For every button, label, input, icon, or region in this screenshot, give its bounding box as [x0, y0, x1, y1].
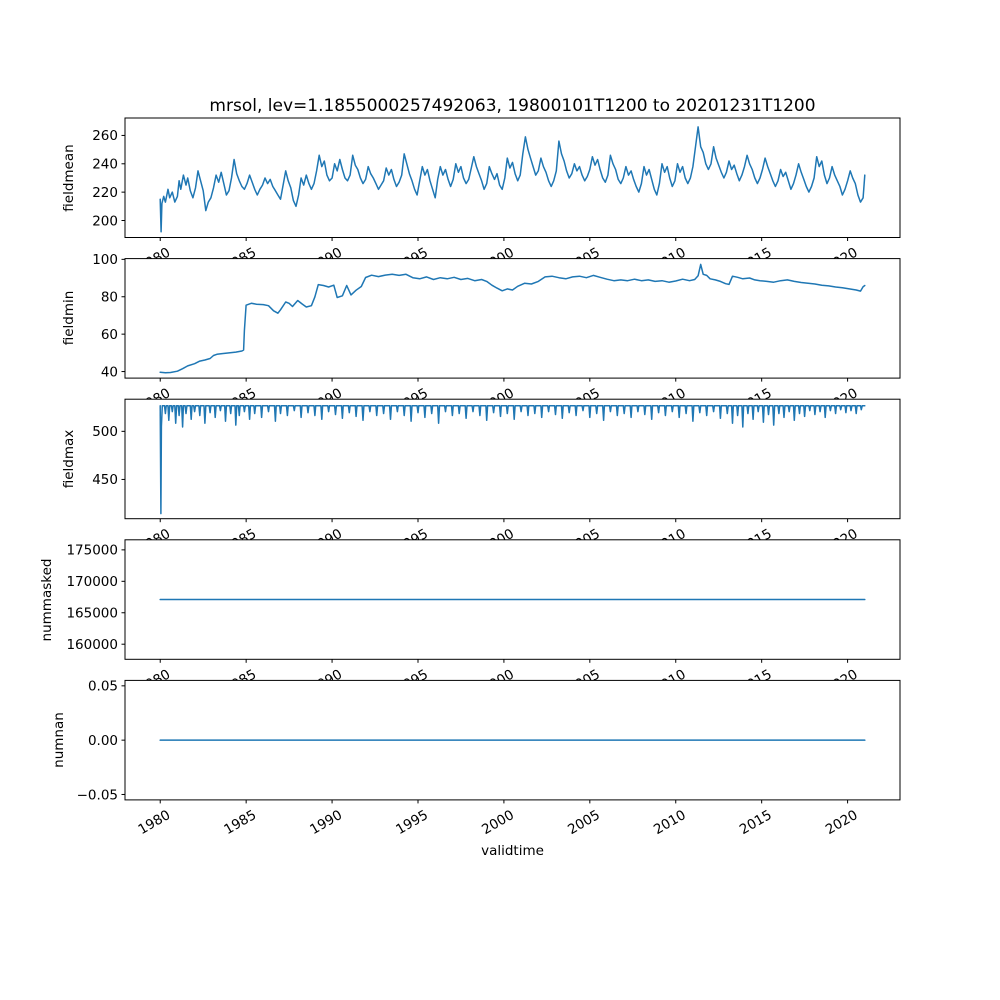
- y-tick-label: 170000: [66, 574, 118, 590]
- y-axis-label-numnan: numnan: [51, 712, 67, 768]
- axes-spines: [124, 117, 901, 238]
- plot-background: [125, 399, 900, 519]
- y-tick-label: 165000: [66, 606, 118, 622]
- y-tick-label: 0.05: [88, 679, 118, 695]
- subplot-fieldmean: 2002202402601980198519901995200020052010…: [92, 117, 901, 276]
- y-tick-label: 200: [92, 213, 118, 229]
- y-tick-label: 260: [92, 128, 118, 144]
- x-tick-label: 2015: [737, 807, 775, 838]
- y-axis-label-nummasked: nummasked: [39, 558, 55, 642]
- y-tick-label: 160000: [66, 637, 118, 653]
- subplot-fieldmin: 4060801001980198519901995200020052010201…: [92, 252, 901, 416]
- y-tick-label: 450: [92, 472, 118, 488]
- y-tick-label: 100: [92, 252, 118, 268]
- y-tick-label: −0.05: [77, 787, 118, 803]
- x-tick-label: 2020: [823, 807, 861, 838]
- y-tick-label: 220: [92, 185, 118, 201]
- fieldmean-line: [159, 126, 866, 233]
- fieldmax-line: [159, 405, 866, 515]
- y-axis-label-fieldmin: fieldmin: [61, 290, 77, 346]
- subplot-fieldmax: 4505001980198519901995200020052010201520…: [92, 398, 901, 557]
- x-tick-label: 2000: [479, 807, 517, 838]
- x-tick-label: 2005: [565, 807, 603, 838]
- axes-spines: [124, 539, 901, 660]
- subplot-numnan: −0.05 0.00 0.05 1980 1985 1990 1995 2000 2005 201…: [77, 679, 901, 838]
- x-tick-label: 2010: [651, 807, 689, 838]
- axes-spines: [124, 258, 901, 379]
- x-tick-label: 1995: [393, 807, 431, 838]
- y-tick-label: 240: [92, 157, 118, 173]
- x-tick-label: 1980: [135, 807, 173, 838]
- x-axis-label: validtime: [481, 843, 544, 859]
- subplot-nummasked: 1600001650001700001750001980198519901995…: [66, 539, 901, 697]
- x-tick-label: 1985: [221, 807, 259, 838]
- y-tick-label: 60: [101, 327, 118, 343]
- y-axis-label-fieldmax: fieldmax: [61, 429, 77, 489]
- fieldmin-line: [159, 263, 866, 374]
- y-tick-label: 500: [92, 424, 118, 440]
- y-tick-label: 80: [101, 290, 118, 306]
- x-tick-label: 1990: [307, 807, 345, 838]
- plot-background: [125, 258, 900, 379]
- y-tick-label: 0.00: [88, 733, 118, 749]
- figure-title: mrsol, lev=1.1855000257492063, 19800101T…: [209, 96, 816, 116]
- y-axis-label-fieldmean: fieldmean: [61, 144, 77, 212]
- plot-background: [125, 118, 900, 238]
- y-tick-label: 40: [101, 364, 118, 380]
- axes-spines: [124, 398, 901, 520]
- y-tick-label: 175000: [66, 543, 118, 559]
